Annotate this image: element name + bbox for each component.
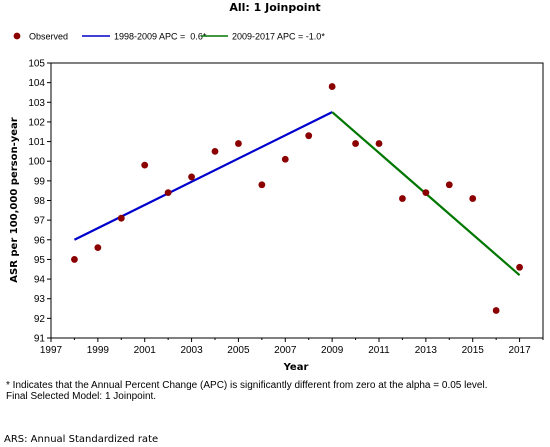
y-tick-label: 97 [34,216,46,227]
chart-title: All: 1 Joinpoint [229,1,320,14]
observed-point [516,263,523,271]
observed-point [352,140,359,147]
observed-point [375,140,383,147]
x-tick-label: 1997 [40,345,63,356]
observed-point [117,214,125,222]
observed-point [305,132,313,140]
observed-point [141,161,149,169]
y-axis-ticks: 91 92 93 94 95 96 97 98 99 100 101 102 103 104 105 [28,59,51,345]
x-tick-label: 2009 [321,345,344,356]
y-tick-label: 101 [28,137,45,148]
observed-point [71,256,78,263]
legend-segment2-label: 2009-2017 APC = -1.0* [232,32,325,42]
observed-point [164,189,172,197]
observed-point [258,181,266,189]
plot-area [50,62,544,339]
observed-point [94,244,102,252]
legend-segment1-label: 1998-2009 APC = 0.6* [114,32,207,42]
footnote-ars: ARS: Annual Standardized rate [4,434,159,445]
observed-point [211,147,219,155]
y-tick-label: 103 [28,98,45,109]
trend-line [73,111,333,241]
y-tick-label: 93 [34,294,46,305]
x-tick-label: 2017 [508,345,531,356]
x-tick-label: 1999 [87,345,110,356]
observed-point [445,181,453,189]
observed-point [235,140,242,147]
x-tick-label: 2015 [462,345,485,356]
x-tick-label: 2007 [274,345,297,356]
y-axis-label: ASR per 100,000 person-year [9,117,20,283]
legend: Observed 1998-2009 APC = 0.6* 2009-2017 … [13,32,325,42]
y-tick-label: 92 [34,314,46,325]
footnote-apc: * Indicates that the Annual Percent Chan… [6,380,488,391]
y-tick-label: 99 [34,176,46,187]
y-tick-label: 98 [34,196,46,207]
legend-observed-marker [13,32,21,40]
x-tick-label: 2003 [180,345,203,356]
y-tick-label: 95 [34,255,46,266]
observed-point [281,155,289,163]
observed-point [422,189,430,197]
y-tick-label: 91 [34,334,46,345]
y-tick-label: 105 [28,59,45,70]
x-tick-label: 2013 [415,345,438,356]
y-tick-label: 102 [28,117,45,128]
y-tick-label: 104 [28,78,45,89]
legend-observed-label: Observed [29,32,68,42]
observed-point [492,307,500,314]
x-tick-label: 2011 [368,345,390,356]
y-tick-label: 96 [34,235,46,246]
observed-points [71,83,523,314]
y-tick-label: 94 [34,275,46,286]
x-tick-label: 2001 [134,345,157,356]
observed-point [399,195,406,202]
y-tick-label: 100 [28,157,45,168]
trend-segment-1 [73,111,333,241]
x-axis-label: Year [283,362,309,373]
series-layer [71,83,523,314]
x-tick-label: 2005 [227,345,250,356]
observed-point [469,195,477,202]
observed-point [328,83,336,90]
x-axis-ticks: 1997 1999 2001 2003 2005 2007 2009 2011 2013 2015… [40,338,544,356]
footnote-model: Final Selected Model: 1 Joinpoint. [6,391,157,402]
observed-point [188,173,195,181]
